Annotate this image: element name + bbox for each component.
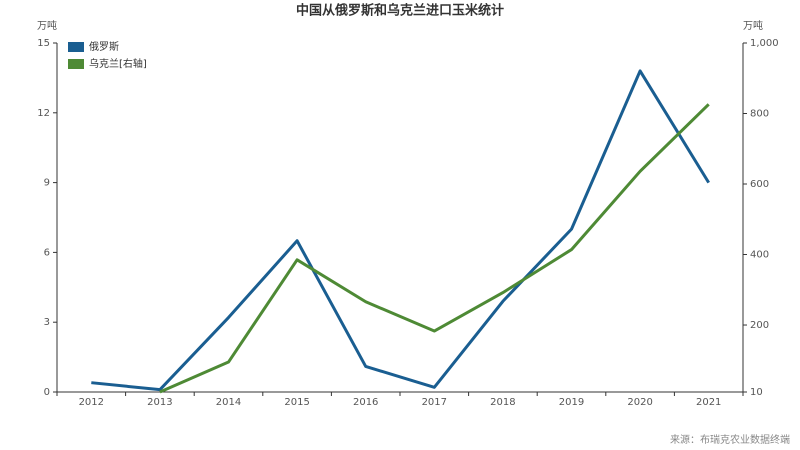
- legend-swatch: [68, 42, 84, 52]
- y-axis-unit: 万吨: [37, 19, 57, 32]
- y-tick-label: 0: [44, 387, 50, 398]
- y-tick-label: 9: [44, 178, 50, 189]
- x-tick-label: 2015: [284, 397, 309, 408]
- x-tick-label: 2016: [353, 397, 378, 408]
- series-line: [91, 69, 710, 392]
- y-tick-label: 12: [37, 108, 50, 119]
- y2-tick-label: 200: [750, 320, 769, 331]
- y-tick-label: 6: [44, 247, 50, 258]
- y2-tick-label: 600: [750, 179, 769, 190]
- x-tick-label: 2021: [696, 397, 721, 408]
- y-tick-label: 3: [44, 317, 50, 328]
- x-tick-label: 2020: [627, 397, 652, 408]
- y2-tick-label: 1,000: [750, 38, 779, 49]
- legend-swatch: [68, 59, 84, 69]
- y2-tick-label: 400: [750, 250, 769, 261]
- x-tick-label: 2013: [147, 397, 172, 408]
- x-tick-label: 2014: [216, 397, 241, 408]
- y2-axis-unit: 万吨: [743, 19, 763, 32]
- legend-label: 俄罗斯: [89, 40, 119, 53]
- y-tick-label: 15: [37, 38, 50, 49]
- legend-label: 乌克兰[右轴]: [89, 57, 147, 70]
- y2-tick-label: 800: [750, 109, 769, 120]
- source: 来源：布瑞克农业数据终端: [670, 433, 790, 446]
- chart-title: 中国从俄罗斯和乌克兰进口玉米统计: [296, 3, 504, 19]
- series-line: [159, 103, 710, 394]
- x-tick-label: 2017: [422, 397, 447, 408]
- x-tick-label: 2012: [79, 397, 104, 408]
- x-tick-label: 2018: [490, 397, 515, 408]
- y2-tick-label: 10: [750, 387, 763, 398]
- x-tick-label: 2019: [559, 397, 584, 408]
